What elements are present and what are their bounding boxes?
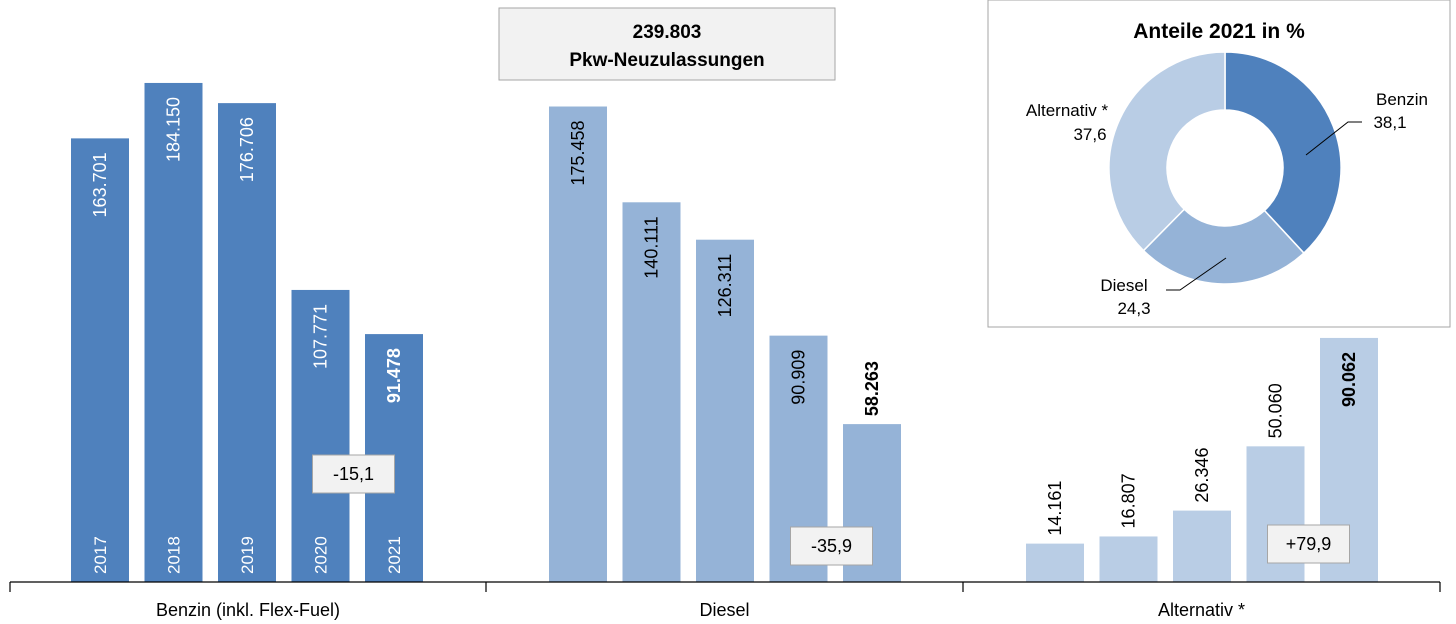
year-label-2021: 2021 (385, 536, 404, 574)
donut-slice-2 (1108, 51, 1226, 252)
donut-label-diesel-value: 24,3 (1117, 299, 1150, 318)
change-label-2: +79,9 (1286, 534, 1332, 554)
bar-0-2018 (144, 82, 203, 583)
donut-label-benzin-name: Benzin (1376, 90, 1428, 109)
value-label-1-2020: 90.909 (789, 350, 809, 405)
value-label-2-2018: 16.807 (1119, 473, 1139, 528)
bar-1-2017 (549, 106, 607, 582)
bar-0-2017 (71, 138, 129, 582)
donut-label-alternativ: Alternativ * 37,6 (1026, 101, 1109, 144)
bar-0-2020 (291, 289, 350, 582)
donut-label-alternativ-value: 37,6 (1073, 125, 1106, 144)
bar-1-2018 (622, 202, 681, 582)
change-box-bg-2 (1267, 524, 1350, 564)
bar-2-2018 (1099, 536, 1158, 582)
year-label-2017: 2017 (91, 536, 110, 574)
value-label-0-2017: 163.701 (90, 152, 110, 217)
value-label-2-2021: 90.062 (1339, 352, 1359, 407)
value-label-1-2018: 140.111 (642, 216, 662, 278)
value-label-1-2017: 175.458 (568, 121, 588, 186)
change-label-0: -15,1 (333, 464, 374, 484)
donut-panel: Anteile 2021 in % Benzin 38,1 Diesel 24,… (987, 0, 1451, 328)
change-box-2: +79,9 (1267, 524, 1350, 564)
change-box-bg-1 (790, 526, 873, 566)
donut-label-benzin-value: 38,1 (1373, 113, 1406, 132)
value-label-0-2019: 176.706 (237, 117, 257, 182)
donut-slice-0 (1224, 51, 1342, 255)
change-box-bg-0 (312, 454, 395, 494)
donut-label-benzin: Benzin 38,1 (1373, 90, 1428, 132)
donut-label-alternativ-name: Alternativ * (1026, 101, 1109, 120)
bars-layer: 163.701 2017 184.150 2018 176.706 2019 107.771… (71, 82, 1378, 583)
category-label-0: Benzin (inkl. Flex-Fuel) (156, 600, 340, 620)
category-label-2: Alternativ * (1158, 600, 1245, 620)
value-label-1-2021: 58.263 (862, 361, 882, 416)
donut-title: Anteile 2021 in % (1133, 20, 1305, 43)
value-label-2-2017: 14.161 (1045, 481, 1065, 536)
change-label-1: -35,9 (811, 536, 852, 556)
donut-label-diesel: Diesel 24,3 (1100, 276, 1150, 318)
total-label: Pkw-Neuzulassungen (569, 50, 764, 71)
change-box-0: -15,1 (312, 454, 395, 494)
value-label-1-2019: 126.311 (715, 254, 735, 318)
year-label-2018: 2018 (165, 536, 184, 574)
total-box: 239.803 Pkw-Neuzulassungen (498, 7, 836, 81)
value-label-2-2020: 50.060 (1266, 383, 1286, 438)
bar-2-2017 (1026, 543, 1084, 582)
value-label-0-2020: 107.771 (311, 304, 331, 369)
bar-0-2019 (218, 103, 276, 582)
change-box-1: -35,9 (790, 526, 873, 566)
value-label-0-2021: 91.478 (384, 348, 404, 403)
bar-2-2019 (1173, 510, 1231, 582)
total-value: 239.803 (633, 22, 702, 43)
value-label-0-2018: 184.150 (164, 97, 184, 162)
value-label-2-2019: 26.346 (1192, 448, 1212, 503)
x-axis: Benzin (inkl. Flex-Fuel) Diesel Alternativ… (9, 581, 1441, 620)
donut-label-diesel-name: Diesel (1100, 276, 1147, 295)
leader-line-benzin (1305, 121, 1362, 156)
year-label-2020: 2020 (312, 536, 331, 574)
year-label-2019: 2019 (238, 536, 257, 574)
donut-slice-1 (1142, 208, 1305, 285)
donut (1108, 51, 1362, 291)
bar-1-2019 (696, 239, 754, 582)
leader-line-diesel (1166, 257, 1227, 291)
category-label-1: Diesel (699, 600, 749, 620)
